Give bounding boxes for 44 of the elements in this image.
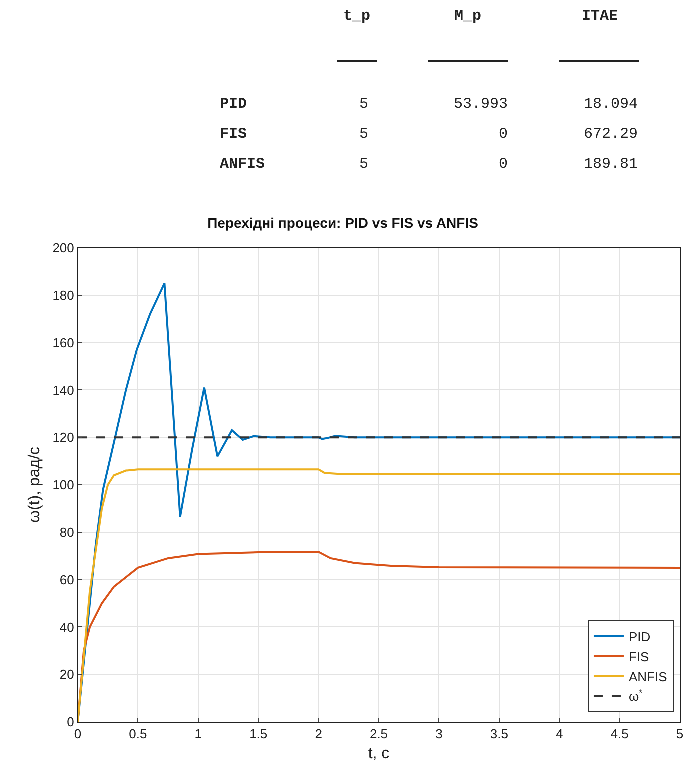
text: 189.81 [584, 156, 638, 173]
x-axis-title: t, с [368, 745, 390, 762]
x-tick-label: 4.5 [610, 726, 629, 742]
text: 18.094 [584, 96, 638, 113]
text: 672.29 [584, 126, 638, 143]
text: 5 [359, 126, 369, 143]
text: t_p [343, 8, 371, 25]
x-tick-label: 3 [436, 726, 443, 742]
y-tick-label: 120 [52, 430, 74, 446]
legend-label: ω$^{*}$ [628, 688, 644, 704]
y-tick-label: 100 [52, 478, 74, 493]
legend-label: ANFIS [628, 669, 668, 684]
y-tick-label: 160 [52, 335, 74, 350]
x-tick-label: 5 [676, 726, 684, 742]
y-tick-label: 20 [60, 667, 74, 682]
text: 0 [498, 156, 508, 173]
x-tick-label: 2.5 [370, 726, 388, 742]
line-series [78, 468, 680, 722]
y-tick-label: 140 [52, 382, 74, 398]
legend-label: PID [628, 630, 651, 645]
text: PID [220, 96, 248, 113]
chart-title: Перехідні процеси: PID vs FIS vs ANFIS [208, 214, 478, 231]
x-tick-label: 1 [194, 726, 202, 742]
text: ITAE [582, 8, 618, 25]
text: M_p [454, 8, 482, 25]
text: 5 [359, 156, 369, 173]
legend-label: FIS [628, 649, 650, 664]
y-tick-label: 180 [52, 288, 74, 303]
y-axis-title: ω(t), рад/с [26, 446, 44, 524]
text: FIS [220, 126, 248, 143]
x-tick-label: 4 [556, 726, 564, 742]
y-tick-label: 80 [60, 524, 74, 540]
x-tick-label: 2 [315, 726, 322, 742]
x-tick-label: 3.5 [490, 726, 508, 742]
text: 5 [359, 96, 369, 113]
x-tick-label: 1.5 [250, 726, 268, 742]
y-tick-label: 40 [60, 620, 74, 635]
x-tick-label: 0.5 [129, 726, 148, 742]
y-tick-label: 60 [60, 572, 74, 588]
text: 0 [498, 126, 508, 143]
y-tick-label: 0 [67, 714, 74, 730]
text: ANFIS [220, 156, 266, 173]
text: 53.993 [454, 96, 508, 113]
y-tick-label: 200 [52, 240, 74, 256]
